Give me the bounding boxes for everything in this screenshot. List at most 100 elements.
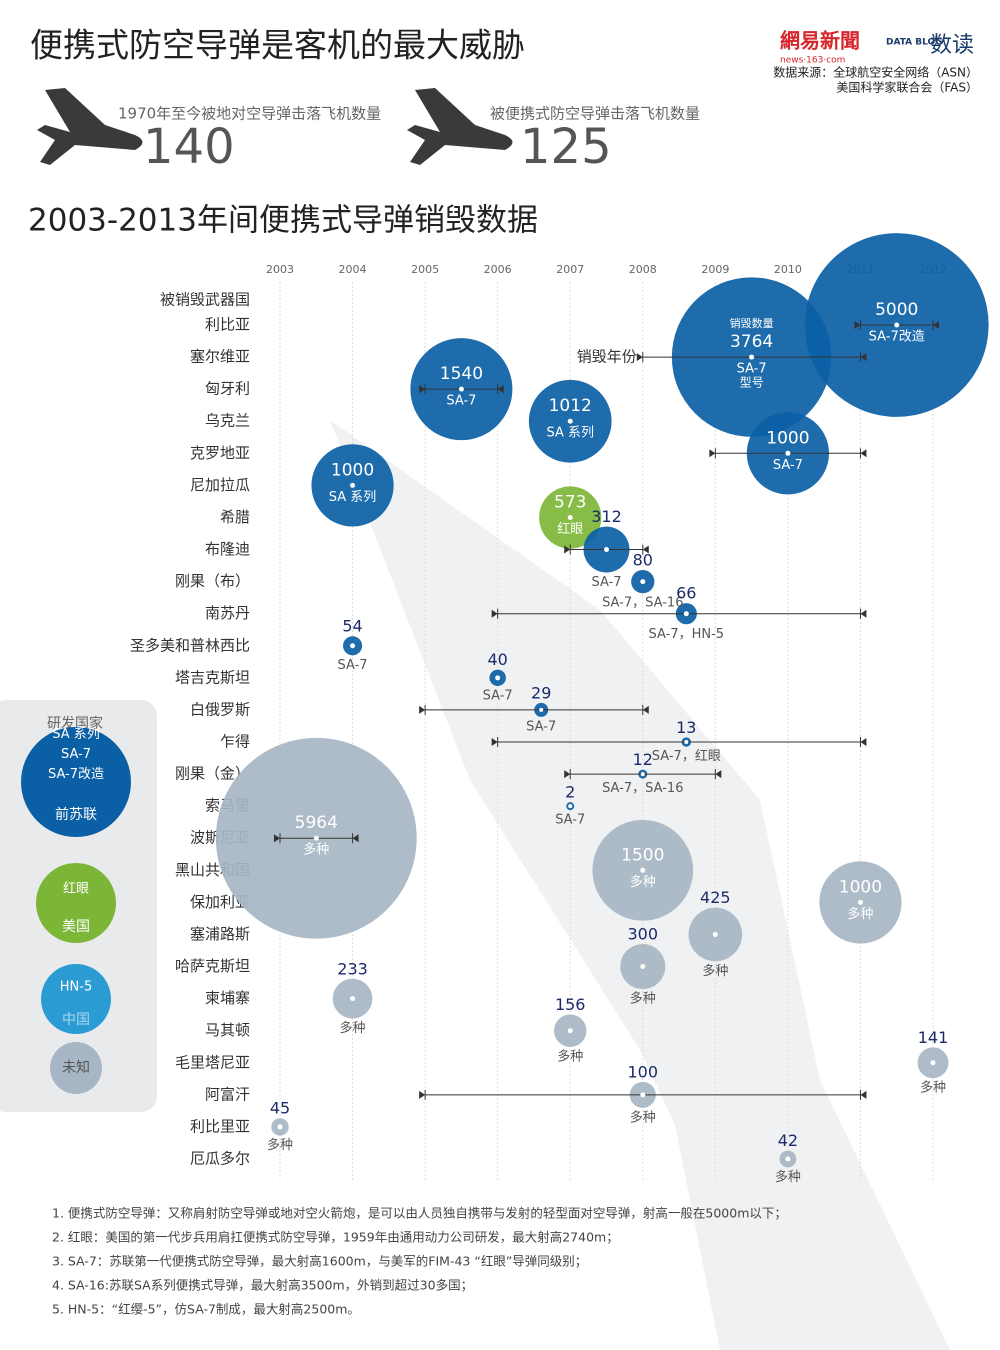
range-arrow [491, 738, 498, 746]
source: 数据来源：全球航空安全网络（ASN） [773, 65, 978, 80]
plane-icon [407, 88, 513, 165]
row-label: 柬埔寨 [205, 989, 250, 1007]
stat-value: 140 [143, 119, 235, 175]
range-arrow [860, 1090, 867, 1099]
range-arrow [564, 545, 571, 554]
center-dot [640, 772, 645, 777]
weapon-label: 多种 [303, 842, 329, 858]
row-label: 塞尔维亚 [190, 348, 250, 366]
center-dot [930, 1060, 936, 1066]
y-axis-label: 被销毁武器国 [160, 291, 250, 309]
value-label: 1000 [331, 460, 374, 480]
center-dot [568, 804, 573, 809]
footnote: 1. 便携式防空导弹：又称肩射防空导弹或地对空火箭炮，是可以由人员独自携带与发射… [52, 1206, 787, 1221]
value-label: 312 [591, 507, 622, 526]
value-label: 425 [700, 888, 731, 907]
row-label: 尼加拉瓜 [190, 476, 250, 494]
row-label: 马其顿 [205, 1021, 250, 1039]
range-arrow [419, 705, 426, 714]
range-arrow [352, 834, 359, 843]
weapon-label: SA 系列 [329, 490, 377, 505]
value-label: 1500 [621, 845, 664, 865]
value-label: 2 [565, 783, 575, 802]
footnote: 2. 红眼：美国的第一代步兵用肩扛便携式防空导弹，1959年由通用动力公司研发，… [52, 1230, 619, 1245]
value-label: 54 [342, 617, 362, 636]
range-arrow [274, 834, 280, 843]
logo: 網易新聞 [780, 29, 860, 53]
stat-value: 125 [520, 119, 612, 175]
footnote: 4. SA-16:苏联SA系列便携式导弹，最大射高3500m，外销到超过30多国… [52, 1278, 473, 1293]
x-tick-label: 2008 [629, 263, 657, 276]
weapon-label: 多种 [630, 1109, 656, 1125]
range-arrow [642, 705, 649, 714]
row-label: 厄瓜多尔 [190, 1150, 250, 1168]
row-label: 乌克兰 [205, 412, 250, 430]
weapon-label: SA-7 [773, 458, 803, 473]
weapon-label: SA-7 [555, 813, 585, 828]
row-label: 南苏丹 [205, 604, 250, 622]
chart-title: 2003-2013年间便携式导弹销毁数据 [28, 203, 538, 239]
legend-item: SA 系列 [52, 727, 100, 742]
value-label: 3764 [730, 332, 773, 352]
row-label: 白俄罗斯 [190, 700, 250, 718]
row-label: 布隆迪 [205, 540, 250, 558]
range-arrow [860, 609, 867, 618]
annotation: 销毁数量 [730, 316, 774, 330]
range-arrow [860, 738, 867, 746]
row-label: 塔吉克斯坦 [175, 668, 250, 686]
value-label: 29 [531, 683, 551, 702]
legend-title: 研发国家 [47, 715, 103, 732]
title: 便携式防空导弹是客机的最大威胁 [30, 26, 525, 65]
center-dot [785, 1156, 791, 1162]
center-dot [785, 450, 791, 456]
range-arrow [860, 353, 867, 362]
range-arrow [709, 449, 716, 458]
range-arrow [854, 321, 861, 329]
x-tick-label: 2009 [701, 263, 729, 276]
row-label: 塞浦路斯 [190, 925, 250, 943]
stat-label: 被便携式防空导弹击落飞机数量 [490, 105, 700, 123]
legend-name: 中国 [62, 1012, 90, 1028]
center-dot [539, 707, 544, 712]
legend-item: SA-7 [61, 747, 91, 762]
value-label: 12 [633, 750, 653, 769]
stat-label: 1970年至今被地对空导弹击落飞机数量 [118, 105, 381, 123]
range-arrow [419, 385, 426, 394]
x-tick-label: 2004 [339, 263, 367, 276]
legend-item: SA-7改造 [48, 767, 104, 782]
weapon-label: SA-7 [446, 394, 476, 409]
row-label: 圣多美和普林西比 [130, 636, 250, 654]
row-label: 刚果（金） [175, 765, 250, 783]
range-arrow [933, 321, 939, 329]
center-dot [640, 867, 646, 873]
center-dot [458, 386, 464, 392]
value-label: 5000 [875, 300, 918, 320]
weapon-label: SA-7 [526, 719, 556, 734]
weapon-label: SA-7，SA-16 [602, 596, 683, 611]
value-label: 1000 [766, 428, 809, 448]
x-tick-label: 2010 [774, 263, 802, 276]
value-label: 45 [270, 1099, 290, 1118]
legend-item: 红眼 [63, 881, 89, 897]
weapon-label: 多种 [267, 1137, 293, 1153]
center-dot [277, 1124, 283, 1130]
weapon-label: SA-7 [483, 689, 513, 704]
row-label: 匈牙利 [205, 380, 250, 398]
legend-item: HN-5 [60, 979, 92, 994]
center-dot [313, 835, 319, 841]
x-tick-label: 2007 [556, 263, 584, 276]
weapon-label: 多种 [557, 1048, 583, 1064]
row-label: 希腊 [220, 508, 250, 526]
range-arrow [491, 609, 498, 618]
logo-url: news·163·com [780, 56, 845, 66]
range-arrow [636, 353, 643, 362]
row-label: 利比里亚 [190, 1117, 250, 1135]
value-label: 233 [337, 959, 368, 978]
range-arrow [497, 385, 504, 394]
row-label: 哈萨克斯坦 [175, 957, 250, 975]
weapon-label: SA-7，SA-16 [602, 781, 683, 796]
legend-swatch [50, 1042, 102, 1094]
annotation: 销毁年份 [577, 348, 637, 366]
